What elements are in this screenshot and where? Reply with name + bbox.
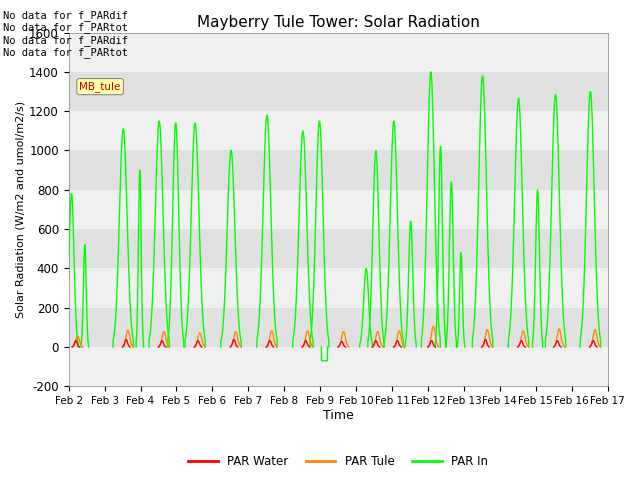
Bar [68,111,607,150]
Bar [68,190,607,229]
Text: No data for f_PARdif
No data for f_PARtot
No data for f_PARdif
No data for f_PAR: No data for f_PARdif No data for f_PARto… [3,10,128,58]
Bar [68,229,607,268]
Bar [68,308,607,347]
X-axis label: Time: Time [323,409,353,422]
Legend: PAR Water, PAR Tule, PAR In: PAR Water, PAR Tule, PAR In [183,450,493,472]
Bar [68,268,607,308]
Y-axis label: Solar Radiation (W/m2 and umol/m2/s): Solar Radiation (W/m2 and umol/m2/s) [15,101,25,318]
Text: MB_tule: MB_tule [79,81,121,92]
Bar [68,150,607,190]
Title: Mayberry Tule Tower: Solar Radiation: Mayberry Tule Tower: Solar Radiation [196,15,479,30]
Bar [68,347,607,386]
Bar [68,33,607,72]
Bar [68,72,607,111]
